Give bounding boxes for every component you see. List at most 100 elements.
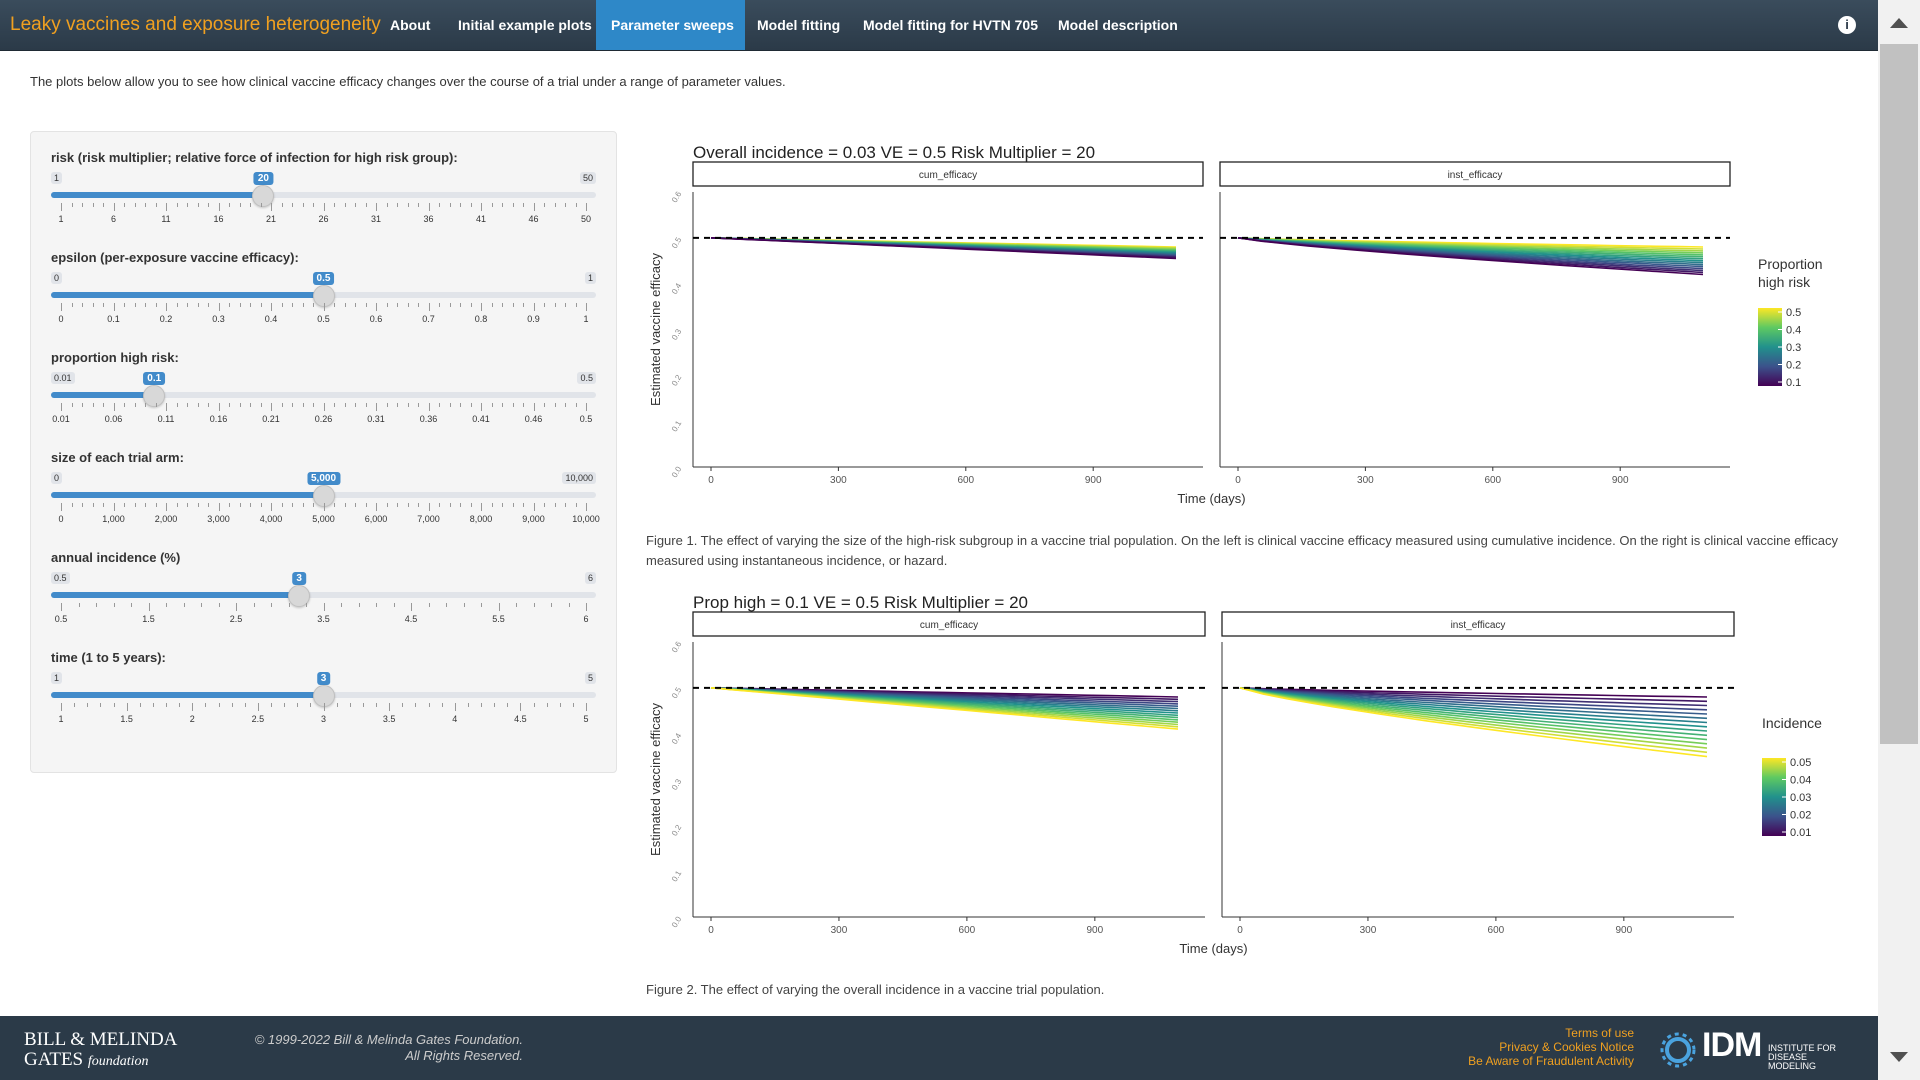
- info-icon[interactable]: i: [1838, 16, 1856, 34]
- slider-ticks: [51, 203, 596, 211]
- x-tick-label: 0: [708, 475, 714, 486]
- slider-tick-label: 4: [452, 714, 458, 724]
- slider-ticks: [51, 503, 596, 511]
- slider-value: 0.1: [143, 372, 166, 385]
- facet-label: cum_efficacy: [919, 170, 977, 181]
- slider-tick-label: 0.16: [209, 414, 228, 424]
- slider-0[interactable]: risk (risk multiplier; relative force of…: [51, 150, 596, 240]
- slider-tick-label: 0.4: [264, 314, 278, 324]
- idm-gear-icon: [1660, 1032, 1696, 1068]
- slider-tick-label: 1: [583, 314, 589, 324]
- slider-tick-label: 0.7: [422, 314, 435, 324]
- slider-label: size of each trial arm:: [51, 450, 184, 465]
- scroll-down-arrow-icon[interactable]: [1890, 1052, 1908, 1062]
- facet-label: cum_efficacy: [920, 620, 978, 631]
- slider-2[interactable]: proportion high risk: 0.01 0.5 0.1 0.01 0.06 0…: [51, 350, 596, 440]
- privacy-link[interactable]: Privacy & Cookies Notice: [1499, 1040, 1634, 1054]
- slider-tick-label: 0.01: [52, 414, 70, 424]
- slider-label: annual incidence (%): [51, 550, 181, 565]
- slider-ticks: [51, 703, 596, 711]
- legend-title: Incidence: [1762, 715, 1822, 731]
- slider-tick-label: 9,000: [522, 514, 545, 524]
- slider-tick-label: 5: [583, 714, 589, 724]
- x-tick-label: 300: [1360, 925, 1377, 936]
- legend-label: 0.4: [1786, 325, 1801, 337]
- slider-max: 0.5: [577, 372, 596, 384]
- tab-model-description[interactable]: Model description: [1058, 17, 1178, 33]
- scrollbar-thumb[interactable]: [1880, 44, 1918, 744]
- chart-2: Prop high = 0.1 VE = 0.5 Risk Multiplier…: [648, 593, 1822, 956]
- slider-tick-label: 4.5: [404, 614, 418, 624]
- legend-label: 0.01: [1790, 827, 1811, 839]
- y-tick-label: 0.5: [670, 685, 684, 700]
- slider-tick-label: 0: [58, 514, 64, 524]
- slider-panel: risk (risk multiplier; relative force of…: [30, 131, 617, 773]
- slider-tick-label: 0.11: [157, 414, 175, 424]
- slider-ticks: [51, 303, 596, 311]
- slider-max: 5: [584, 672, 596, 684]
- tab-parameter-sweeps[interactable]: Parameter sweeps: [596, 0, 745, 50]
- y-tick-label: 0.3: [670, 327, 684, 342]
- slider-tick-label: 0.9: [527, 314, 540, 324]
- slider-min: 0: [51, 272, 63, 284]
- y-tick-label: 0.0: [670, 465, 684, 480]
- slider-4[interactable]: annual incidence (%) 0.5 6 3 0.5 1.5 2.5 3.5 4.5…: [51, 550, 596, 640]
- slider-handle[interactable]: [143, 385, 166, 407]
- slider-ticks: [51, 603, 596, 611]
- facet-strip: [1219, 161, 1731, 187]
- slider-max: 1: [584, 272, 596, 284]
- tab-about[interactable]: About: [390, 17, 431, 33]
- slider-track[interactable]: [51, 392, 596, 398]
- x-tick-label: 300: [1357, 475, 1374, 486]
- slider-tick-label: 0.41: [472, 414, 490, 424]
- series-line: [1239, 687, 1708, 698]
- slider-3[interactable]: size of each trial arm: 0 10,000 5,000 0 1,00…: [51, 450, 600, 540]
- idm-logo[interactable]: IDM INSTITUTE FOR DISEASE MODELING: [1658, 1026, 1836, 1075]
- slider-tick-label: 3,000: [207, 514, 230, 524]
- series-line: [1239, 687, 1708, 720]
- tab-initial-example-plots[interactable]: Initial example plots: [458, 17, 592, 33]
- terms-link[interactable]: Terms of use: [1565, 1026, 1634, 1040]
- copyright-line1: © 1999-2022 Bill & Melinda Gates Foundat…: [254, 1032, 523, 1047]
- slider-tick-labels: 0 0.1 0.2 0.3 0.4 0.5 0.6 0.7 0.8 0.9 1: [51, 314, 596, 326]
- gates-foundation-logo[interactable]: BILL & MELINDA GATES foundation: [24, 1030, 177, 1072]
- slider-track[interactable]: [51, 192, 596, 198]
- app-title[interactable]: Leaky vaccines and exposure heterogeneit…: [10, 14, 381, 35]
- series-line: [1239, 687, 1708, 754]
- gates-logo-line2: GATES: [24, 1049, 84, 1070]
- slider-tick-labels: 0.5 1.5 2.5 3.5 4.5 5.5 6: [51, 614, 596, 626]
- slider-min: 0.01: [51, 372, 75, 384]
- slider-tick-label: 1.5: [120, 714, 133, 724]
- scroll-up-arrow-icon[interactable]: [1890, 18, 1908, 28]
- slider-track[interactable]: [51, 592, 596, 598]
- facet-label: inst_efficacy: [1448, 170, 1503, 181]
- fraud-link[interactable]: Be Aware of Fraudulent Activity: [1468, 1054, 1634, 1068]
- series-line: [1239, 687, 1708, 724]
- series-line: [1239, 687, 1708, 741]
- slider-tick-labels: 1 6 11 16 21 26 31 36 41 46 50: [51, 214, 596, 226]
- slider-tick-label: 6,000: [364, 514, 388, 524]
- slider-1[interactable]: epsilon (per-exposure vaccine efficacy):…: [51, 250, 596, 340]
- slider-tick-label: 0.5: [54, 614, 68, 624]
- footer-links: Terms of use Privacy & Cookies Notice Be…: [1468, 1026, 1634, 1068]
- legend-label: 0.5: [1786, 307, 1801, 319]
- x-tick-label: 0: [1235, 475, 1241, 486]
- tab-model-fitting[interactable]: Model fitting: [757, 17, 841, 33]
- slider-tick-label: 41: [475, 214, 487, 224]
- y-tick-label: 0.1: [670, 869, 684, 884]
- series-line: [710, 687, 1179, 730]
- series-line: [1239, 687, 1708, 715]
- slider-tick-label: 6: [583, 614, 589, 624]
- slider-tick-label: 2,000: [154, 514, 178, 524]
- slider-handle[interactable]: [252, 185, 275, 207]
- slider-tick-label: 0.26: [314, 414, 333, 424]
- slider-label: time (1 to 5 years):: [51, 650, 166, 665]
- slider-tick-label: 5,000: [312, 514, 335, 524]
- x-tick-label: 0: [1237, 925, 1243, 936]
- tab-model-fitting-hvtn705[interactable]: Model fitting for HVTN 705: [863, 17, 1038, 33]
- legend-label: 0.2: [1786, 360, 1801, 372]
- figure-1-caption: Figure 1. The effect of varying the size…: [646, 533, 1839, 568]
- slider-5[interactable]: time (1 to 5 years): 1 5 3 1 1.5 2 2.5 3 3.5 4 4.5 5: [51, 650, 596, 740]
- slider-min: 0.5: [51, 572, 70, 584]
- slider-handle[interactable]: [288, 585, 311, 607]
